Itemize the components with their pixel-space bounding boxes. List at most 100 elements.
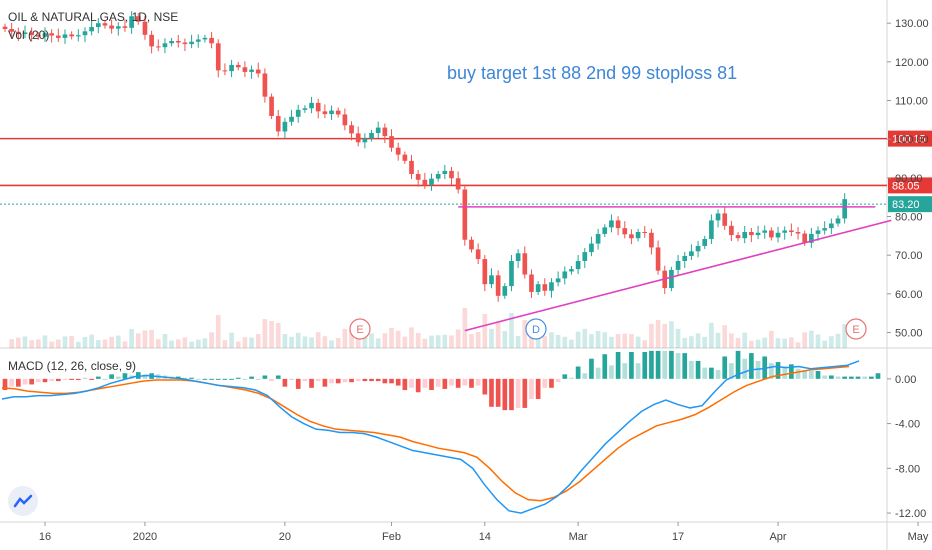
candle-body — [562, 271, 568, 279]
volume-bar — [195, 339, 201, 348]
macd-histogram-bar — [442, 378, 448, 389]
macd-histogram-bar — [862, 376, 868, 379]
volume-bar — [742, 332, 748, 348]
candle-body — [769, 230, 774, 238]
trade-annotation[interactable]: buy target 1st 88 2nd 99 stoploss 81 — [447, 63, 738, 83]
volume-bar — [762, 337, 768, 348]
candle-body — [782, 230, 788, 233]
candle-body — [202, 37, 208, 40]
candle-body — [762, 230, 768, 233]
volume-bar — [15, 337, 21, 348]
macd-histogram-bar — [782, 366, 788, 379]
candle-body — [189, 41, 194, 45]
volume-bar — [622, 333, 628, 348]
candle-body — [322, 111, 328, 115]
macd-line — [1, 360, 860, 514]
macd-histogram-bar — [775, 362, 781, 379]
candle-body — [442, 170, 448, 174]
volume-bar — [149, 330, 154, 348]
candle-body — [789, 230, 794, 232]
macd-histogram-bar — [609, 365, 614, 379]
macd-histogram-bar — [209, 378, 214, 380]
candle-body — [422, 179, 428, 185]
volume-bar — [95, 340, 101, 348]
macd-histogram-bar — [455, 378, 461, 388]
symbol-title[interactable]: OIL & NATURAL GAS, 1D, NSE — [8, 10, 179, 24]
volume-bar — [649, 323, 654, 348]
candle-body — [22, 32, 28, 35]
candle-body — [475, 249, 481, 260]
ascending-trendline — [464, 219, 892, 332]
macd-histogram-bar — [875, 373, 881, 379]
volume-bar — [389, 328, 394, 348]
candle-body — [309, 102, 314, 109]
volume-bar — [435, 335, 441, 348]
volume-bar — [29, 340, 34, 348]
volume-bar — [235, 341, 241, 348]
volume-bar — [115, 335, 121, 348]
candle-body — [249, 69, 254, 72]
macd-histogram-bar — [482, 378, 488, 395]
candle-body — [149, 34, 154, 47]
volume-bar — [162, 334, 168, 348]
macd-histogram-bar — [375, 378, 381, 382]
candle-body — [15, 31, 21, 35]
price-tick-label: 100.00 — [895, 134, 929, 146]
volume-bar — [495, 321, 501, 348]
candlesticks — [2, 11, 848, 302]
macd-histogram-bar — [715, 369, 721, 379]
volume-bar — [422, 338, 428, 348]
volume-bar — [809, 330, 814, 348]
volume-bar — [815, 334, 821, 348]
candle-body — [495, 275, 501, 296]
candle-body — [822, 228, 828, 231]
volume-bar — [415, 333, 421, 348]
macd-indicator-label[interactable]: MACD (12, 26, close, 9) — [8, 359, 137, 373]
candle-body — [222, 70, 228, 72]
macd-histogram-bar — [555, 378, 561, 383]
volume-bar — [69, 336, 74, 348]
volume-indicator-label[interactable]: Vol (20) — [8, 28, 50, 42]
horizontal-levels[interactable]: 100.15 88.05 83.20 — [0, 130, 932, 213]
macd-histogram-bar — [809, 371, 814, 379]
candle-body — [582, 252, 588, 261]
candle-body — [342, 114, 348, 126]
candle-body — [335, 110, 341, 115]
candle-body — [195, 39, 201, 42]
macd-histogram-bar — [722, 356, 728, 379]
macd-histogram-bar — [529, 378, 534, 399]
candle-body — [755, 232, 761, 236]
macd-histogram-bar — [735, 350, 741, 379]
volume-bar — [322, 336, 328, 348]
macd-histogram-bar — [515, 378, 521, 408]
trendlines[interactable] — [458, 206, 892, 332]
volume-bar — [42, 335, 48, 348]
macd-histogram-bar — [749, 353, 754, 379]
volume-bar — [462, 308, 468, 348]
candle-body — [255, 69, 261, 74]
volume-bar — [482, 314, 488, 348]
macd-histogram-bar — [322, 378, 328, 387]
candle-body — [542, 284, 548, 291]
macd-histogram-bar — [395, 378, 401, 386]
macd-histogram-bar — [15, 378, 21, 387]
macd-histogram-bar — [695, 360, 701, 379]
tradingview-logo-icon[interactable] — [8, 486, 38, 516]
macd-histogram-bar — [282, 378, 288, 387]
volume-bar — [702, 336, 708, 348]
candle-body — [82, 31, 88, 36]
candle-body — [642, 232, 648, 233]
candle-body — [42, 33, 48, 37]
candle-body — [455, 178, 461, 190]
volume-bar — [102, 339, 108, 348]
volume-bar — [509, 313, 514, 348]
macd-histogram-bar — [142, 374, 148, 379]
volume-bar — [329, 340, 334, 348]
volume-bar — [455, 329, 461, 348]
macd-histogram-bar — [102, 378, 108, 380]
macd-histogram-bar — [62, 378, 68, 380]
macd-histogram-bar — [509, 378, 514, 411]
volume-bar — [22, 336, 28, 348]
